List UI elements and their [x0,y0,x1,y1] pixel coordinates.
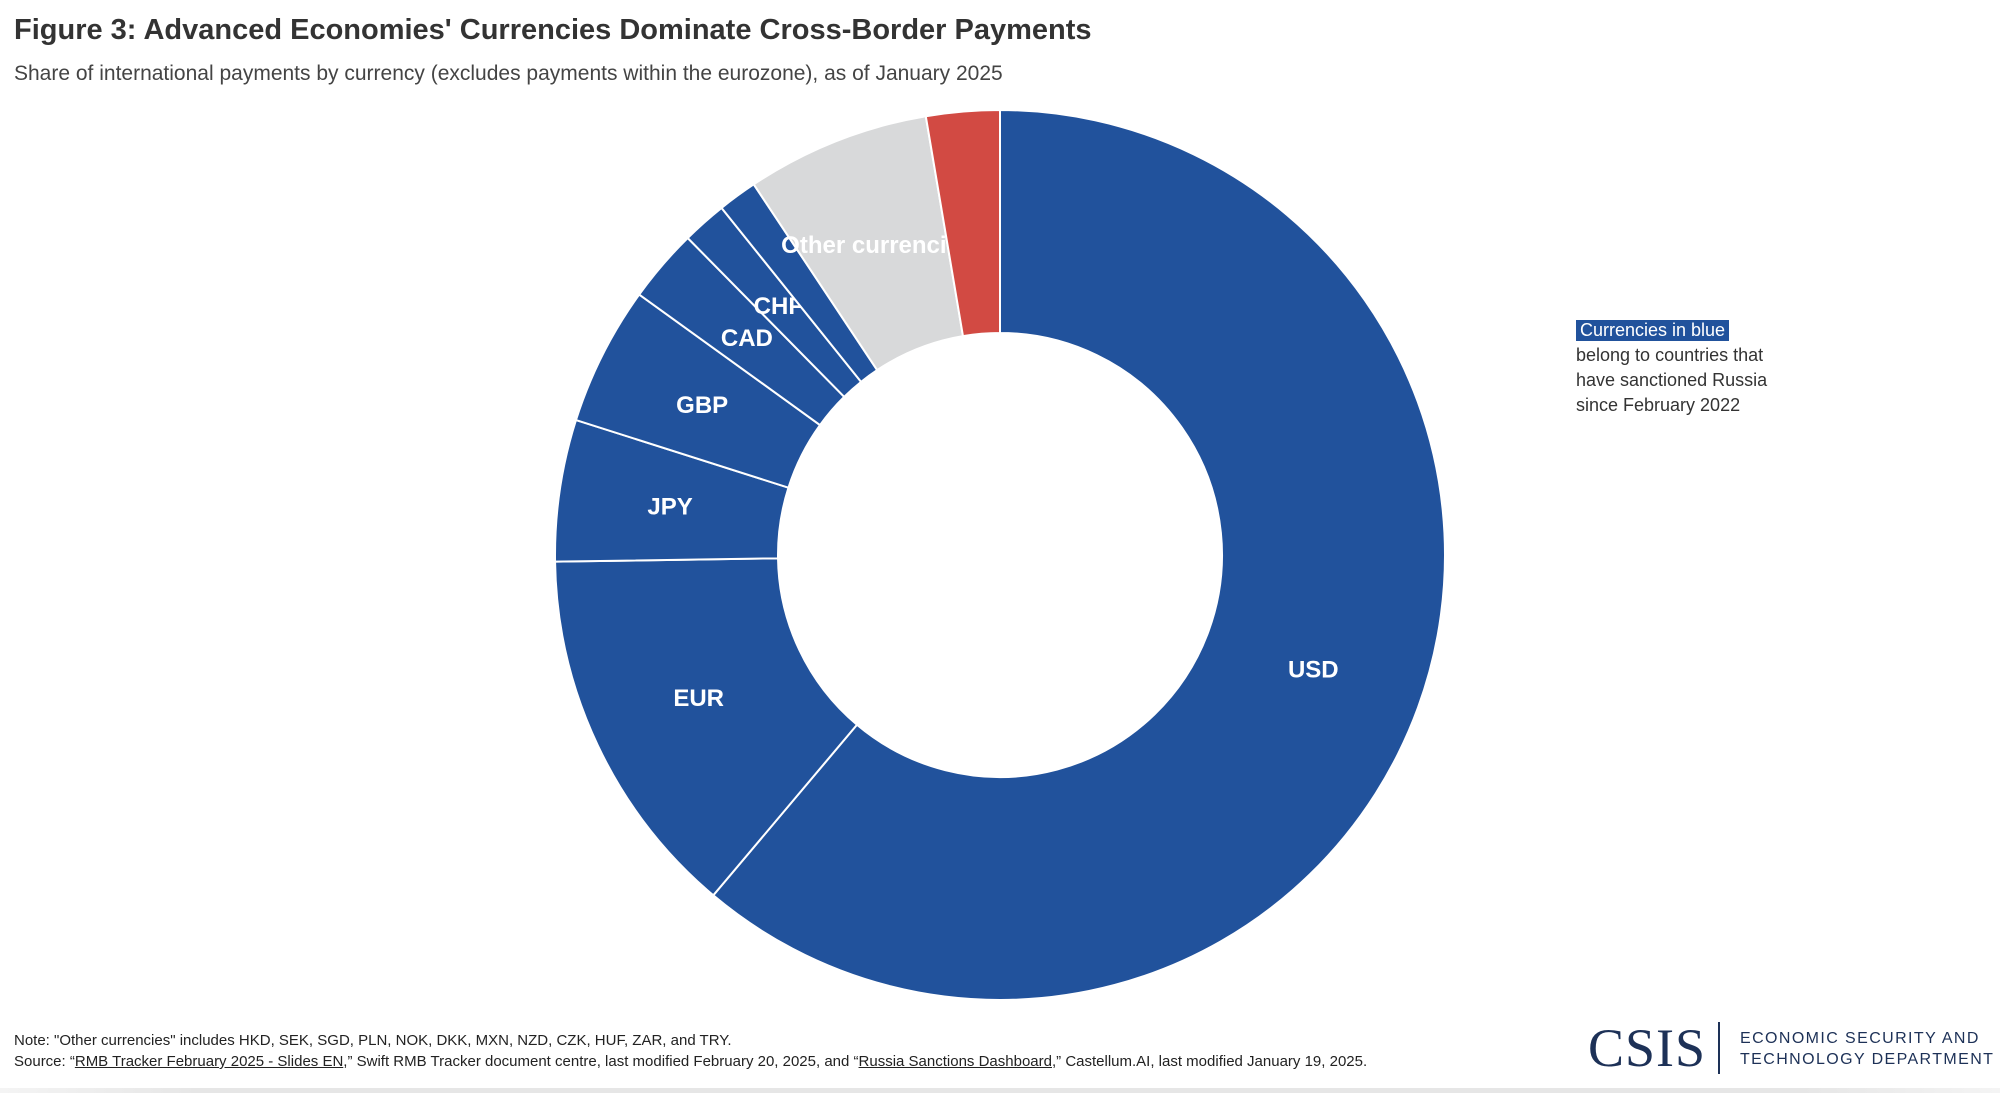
bottom-divider [0,1088,2000,1093]
legend-note: Currencies in blue belong to countries t… [1576,318,1776,418]
slice-unlabeled-8[interactable] [924,108,1001,338]
logo-department: Economic Security and Technology Departm… [1740,1030,1995,1068]
footer-source: Source: “RMB Tracker February 2025 - Sli… [14,1051,1367,1072]
legend-highlight: Currencies in blue [1576,320,1730,341]
legend-text: belong to countries that have sanctioned… [1576,345,1768,415]
source-prefix: Source: “ [14,1053,75,1070]
source-link-sanctions-dashboard[interactable]: Russia Sanctions Dashboard [858,1053,1052,1070]
footer: Note: "Other currencies" includes HKD, S… [14,1030,1367,1072]
logo-mark: CSIS [1588,1018,1707,1078]
source-link-rmb-tracker[interactable]: RMB Tracker February 2025 - Slides EN [74,1053,344,1070]
label-jpy: JPY [647,493,692,520]
slice-eur[interactable] [554,557,859,897]
label-cad: CAD [721,325,773,352]
label-eur: EUR [673,685,724,712]
chart-subtitle: Share of international payments by curre… [14,62,1003,85]
label-gbp: GBP [676,392,728,419]
chart-title: Figure 3: Advanced Economies' Currencies… [14,14,1092,46]
label-usd: USD [1288,656,1339,683]
slice-usd[interactable] [711,108,1446,1001]
source-suffix: ,” Castellum.AI, last modified January 1… [1051,1053,1368,1070]
footer-note: Note: "Other currencies" includes HKD, S… [14,1032,732,1049]
source-mid: ,” Swift RMB Tracker document centre, la… [343,1053,859,1070]
label-other-currencies: Other currencies [781,232,973,259]
logo-divider [1718,1022,1720,1074]
